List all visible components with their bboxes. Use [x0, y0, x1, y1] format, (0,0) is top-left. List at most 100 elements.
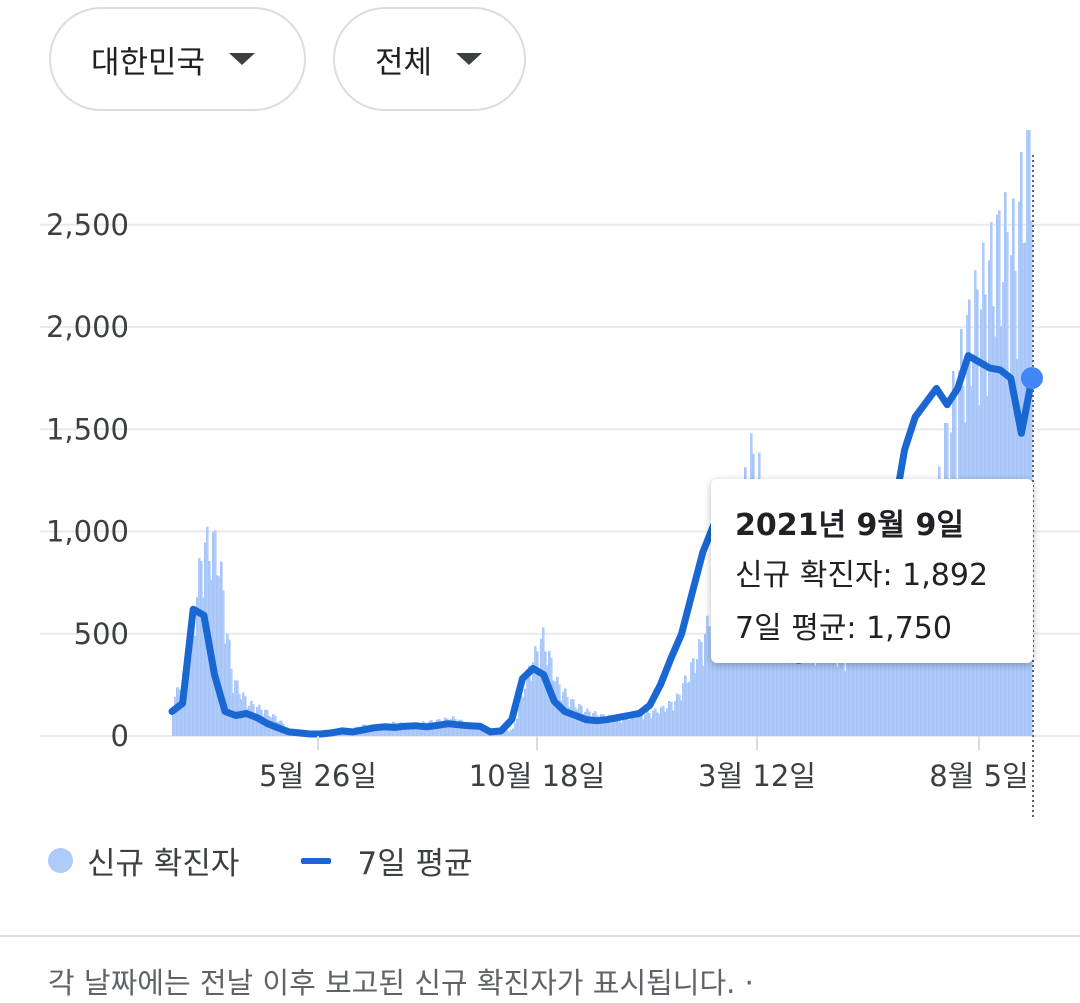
- daily-case-bar: [478, 728, 481, 736]
- daily-case-bar: [254, 714, 257, 736]
- daily-case-bar: [234, 680, 237, 736]
- daily-case-bar: [918, 618, 921, 736]
- daily-case-bar: [860, 651, 863, 736]
- y-axis: 2,500 2,000 1,500 1,000 500 0: [46, 208, 129, 753]
- daily-case-bar: [582, 713, 585, 736]
- daily-case-bar: [870, 625, 873, 736]
- daily-case-bar: [632, 713, 635, 736]
- x-axis: 5월 26일 10월 18일 3월 12일 8월 5일: [259, 736, 1029, 793]
- daily-case-bar: [188, 664, 191, 736]
- y-tick-label: 2,000: [46, 310, 129, 344]
- daily-case-bar: [246, 708, 249, 736]
- daily-case-bar: [1020, 152, 1023, 737]
- daily-case-bar: [544, 651, 547, 736]
- daily-case-bar: [876, 628, 879, 736]
- daily-case-bar: [790, 610, 793, 736]
- daily-case-bar: [704, 633, 707, 736]
- daily-case-bar: [374, 728, 377, 736]
- daily-case-bar: [416, 723, 419, 736]
- daily-case-bar: [464, 724, 467, 736]
- daily-case-bar: [610, 716, 613, 736]
- daily-case-bar: [652, 710, 655, 736]
- daily-case-bar: [396, 726, 399, 736]
- daily-case-bar: [536, 651, 539, 736]
- daily-case-bar: [522, 697, 525, 736]
- daily-case-bar: [732, 604, 735, 736]
- daily-case-bar: [640, 713, 643, 736]
- daily-case-bar: [686, 682, 689, 736]
- daily-case-bar: [900, 602, 903, 736]
- daily-case-bar: [524, 688, 527, 736]
- daily-case-bar: [682, 682, 685, 736]
- daily-case-bar: [844, 671, 847, 736]
- daily-case-bar: [476, 725, 479, 736]
- daily-case-bar: [998, 210, 1001, 737]
- daily-case-bar: [838, 652, 841, 736]
- daily-case-bar: [262, 715, 265, 736]
- daily-case-bar: [592, 713, 595, 736]
- daily-case-bar: [654, 708, 657, 736]
- legend-bars-label: 신규 확진자: [87, 846, 240, 882]
- daily-case-bar: [906, 602, 909, 736]
- daily-case-bar: [996, 214, 999, 736]
- daily-case-bar: [216, 575, 219, 736]
- daily-case-bar: [684, 675, 687, 736]
- daily-case-bar: [576, 709, 579, 736]
- daily-case-bar: [706, 615, 709, 736]
- daily-case-bar: [600, 714, 603, 736]
- daily-case-bar: [252, 704, 255, 736]
- y-tick-label: 0: [111, 719, 129, 753]
- daily-case-bar: [380, 727, 383, 736]
- daily-case-bar: [514, 723, 517, 736]
- daily-case-bar: [668, 701, 671, 736]
- chevron-down-icon: [229, 53, 256, 65]
- daily-case-bar: [676, 693, 679, 736]
- chevron-down-icon: [456, 53, 483, 65]
- scope-dropdown[interactable]: 전체: [333, 7, 526, 111]
- daily-case-bar: [382, 727, 385, 736]
- daily-case-bar: [690, 662, 693, 736]
- hover-point[interactable]: [1021, 367, 1043, 390]
- daily-case-bar: [888, 642, 891, 736]
- daily-case-bar: [604, 718, 607, 736]
- daily-case-bar: [850, 650, 853, 736]
- daily-case-bar: [628, 719, 631, 736]
- daily-case-bar: [466, 722, 469, 736]
- daily-case-bar: [656, 712, 659, 736]
- tooltip-new-cases: 신규 확진자: 1,892: [735, 558, 989, 593]
- daily-case-bar: [1004, 192, 1007, 737]
- daily-case-bar: [710, 639, 713, 736]
- region-dropdown[interactable]: 대한민국: [49, 7, 306, 111]
- daily-case-bar: [426, 725, 429, 736]
- daily-case-bar: [810, 625, 813, 736]
- daily-case-bar: [1028, 130, 1031, 737]
- daily-case-bar: [642, 719, 645, 736]
- daily-case-bar: [830, 657, 833, 736]
- daily-case-bar: [890, 631, 893, 736]
- daily-case-bar: [862, 631, 865, 736]
- daily-case-bar: [848, 635, 851, 736]
- daily-case-bar: [508, 731, 511, 736]
- daily-case-bar: [566, 696, 569, 736]
- y-tick-label: 2,500: [46, 208, 129, 242]
- daily-case-bar: [694, 672, 697, 736]
- hover-tooltip: 2021년 9월 9일 신규 확진자: 1,892 7일 평균: 1,750: [711, 479, 1033, 663]
- daily-case-bar: [808, 641, 811, 736]
- daily-case-bar: [224, 643, 227, 736]
- daily-case-bar: [692, 658, 695, 736]
- y-tick-label: 1,000: [46, 515, 129, 549]
- chart-legend: 신규 확진자 7일 평균: [48, 838, 473, 883]
- daily-case-bar: [554, 681, 557, 736]
- daily-case-bar: [812, 635, 815, 736]
- daily-case-bar: [634, 718, 637, 736]
- daily-case-bar: [388, 726, 391, 736]
- daily-case-bar: [880, 637, 883, 736]
- divider: [0, 935, 1080, 937]
- daily-case-bar: [614, 718, 617, 736]
- daily-case-bar: [650, 718, 653, 736]
- daily-case-bar: [858, 656, 861, 736]
- daily-case-bar: [896, 649, 899, 736]
- daily-case-bar: [822, 662, 825, 736]
- daily-case-bar: [434, 723, 437, 736]
- x-tick-label: 5월 26일: [259, 759, 377, 793]
